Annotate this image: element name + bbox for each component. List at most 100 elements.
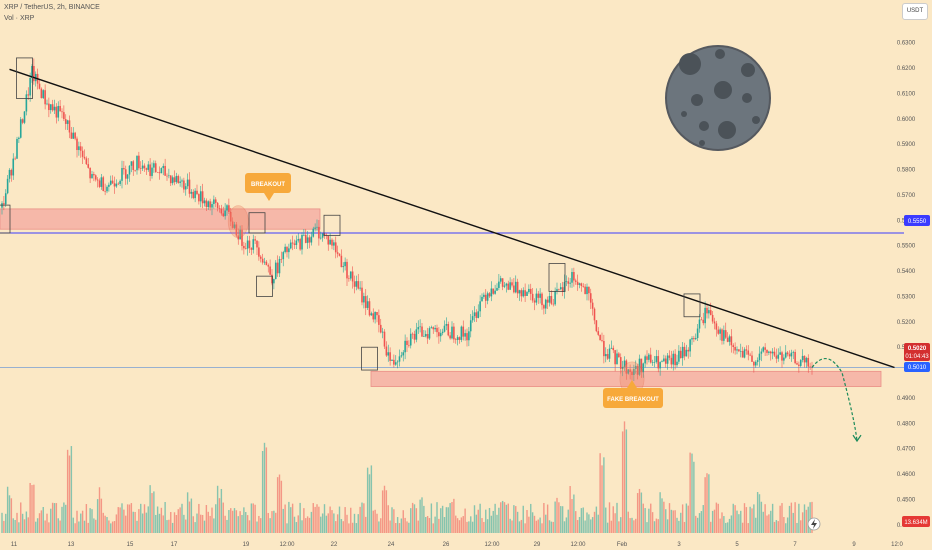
volume-bar	[591, 517, 594, 533]
volume-bar	[207, 511, 209, 533]
candle-body	[209, 201, 211, 208]
volume-bar	[365, 516, 367, 533]
volume-bar	[758, 494, 761, 533]
volume-bar	[305, 518, 307, 533]
volume-bar	[775, 520, 778, 533]
candle-body	[398, 356, 401, 362]
volume-bar	[308, 517, 311, 533]
volume-bar	[27, 517, 29, 533]
volume-bar	[458, 520, 461, 533]
candle-body	[454, 339, 457, 341]
y-tick-label: 0.4700	[897, 447, 916, 453]
candle-body	[550, 295, 553, 304]
volume-bar	[68, 455, 71, 533]
candle-body	[258, 247, 260, 257]
volume-bar	[119, 507, 121, 533]
volume-bar	[702, 505, 704, 533]
x-tick-label: 19	[243, 542, 250, 548]
volume-bar	[511, 520, 513, 533]
volume-bar	[333, 513, 335, 533]
candle-body	[589, 293, 592, 303]
volume-bar	[550, 521, 553, 533]
y-tick-label: 0.5700	[897, 193, 916, 199]
y-tick-label: 0.6200	[897, 66, 916, 72]
volume-bar	[494, 503, 496, 533]
candle-body	[773, 351, 776, 356]
candle-body	[698, 319, 701, 329]
volume-bar	[590, 519, 592, 533]
candle-body	[123, 168, 125, 170]
candle-body	[528, 288, 530, 293]
volume-bar	[213, 518, 215, 533]
candle-body	[289, 242, 292, 249]
volume-bar	[344, 507, 346, 533]
volume-bar	[81, 510, 84, 533]
candle-body	[766, 349, 768, 353]
volume-bar	[239, 511, 241, 533]
volume-bar	[698, 513, 701, 533]
candle-body	[434, 327, 436, 330]
candle-body	[533, 300, 536, 303]
volume-bar	[95, 519, 97, 533]
volume-bar	[533, 515, 536, 533]
volume-bar	[400, 518, 403, 533]
volume-bar	[470, 516, 472, 533]
volume-bar	[516, 511, 519, 533]
candle-body	[274, 262, 277, 280]
volume-bar	[241, 514, 243, 533]
candle-body	[739, 350, 742, 352]
candle-body	[370, 313, 373, 316]
candle-body	[166, 175, 168, 177]
volume-bar	[273, 510, 275, 533]
volume-bar	[567, 509, 569, 533]
chart-overlays	[0, 57, 895, 443]
volume-bar	[636, 493, 639, 533]
candle-body	[807, 357, 810, 367]
volume-bar	[526, 510, 528, 533]
volume-bar	[261, 450, 264, 533]
candle-body	[651, 362, 654, 363]
volume-bar	[320, 516, 322, 533]
candle-body	[78, 146, 80, 151]
candle-body	[318, 226, 320, 239]
candle-body	[244, 248, 247, 249]
candle-body	[612, 347, 615, 351]
candle-body	[616, 353, 618, 365]
candle-body	[329, 239, 331, 245]
candle-body	[462, 326, 465, 337]
volume-bar	[548, 520, 551, 533]
volume-bar	[346, 514, 348, 533]
candle-body	[93, 174, 95, 176]
volume-bar	[438, 518, 440, 533]
candle-body	[64, 119, 67, 124]
candle-body	[374, 312, 376, 320]
y-tick-label: 0.5400	[897, 269, 916, 275]
volume-bar	[110, 523, 112, 533]
volume-bar	[663, 501, 665, 533]
volume-bar	[40, 510, 43, 533]
candle-body	[224, 210, 226, 217]
candle-body	[256, 240, 258, 248]
volume-bar	[295, 522, 298, 533]
x-tick-label: 11	[11, 542, 18, 548]
volume-bar	[158, 513, 161, 533]
candle-body	[363, 296, 365, 303]
volume-bar	[785, 523, 787, 533]
volume-bar	[147, 506, 149, 533]
volume-bar	[96, 499, 99, 533]
volume-bar	[205, 505, 208, 533]
volume-bar	[1, 512, 3, 533]
candle-body	[181, 180, 183, 182]
volume-bar	[608, 502, 611, 533]
candle-body	[199, 191, 202, 202]
lightning-icon[interactable]	[807, 517, 821, 531]
volume-bar	[777, 521, 779, 533]
candle-body	[805, 357, 808, 363]
volume-bar	[488, 507, 491, 533]
candle-body	[608, 348, 611, 359]
candle-body	[649, 354, 652, 363]
volume-bar	[781, 503, 783, 533]
currency-button[interactable]: USDT	[902, 3, 928, 20]
candle-body	[139, 168, 142, 169]
